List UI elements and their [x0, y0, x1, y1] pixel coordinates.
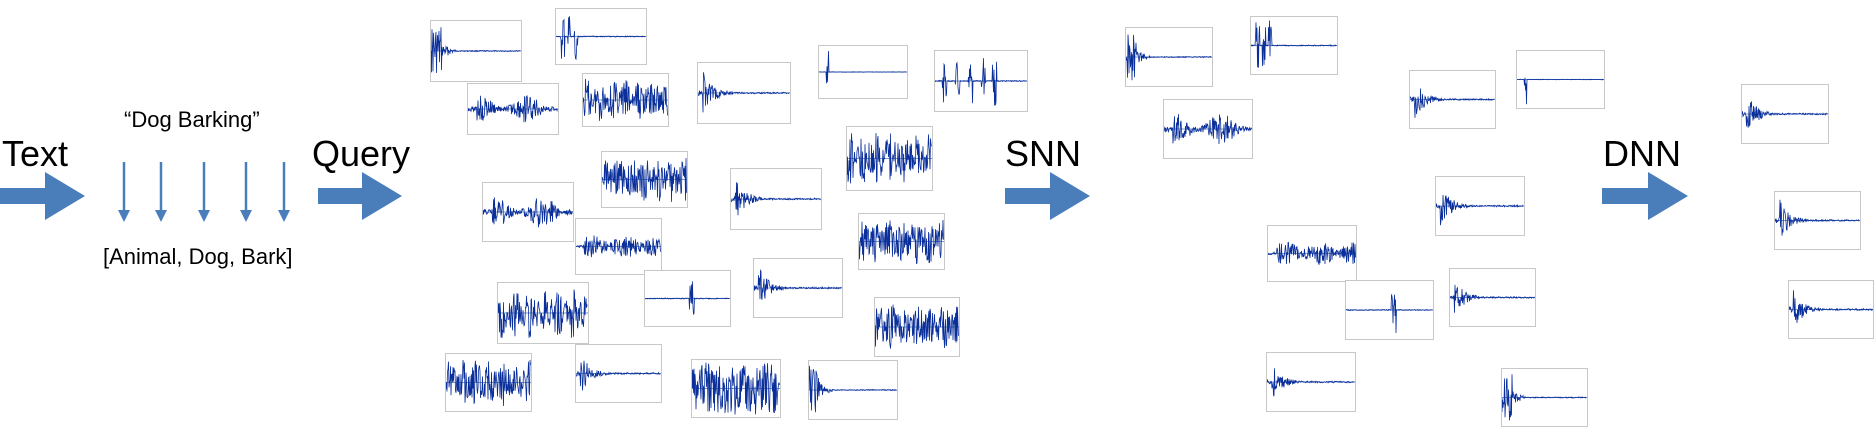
- down-arrow-icon: [118, 162, 130, 222]
- stage-label-snn: SNN: [1005, 133, 1082, 174]
- waveform-plot-icon: [1501, 368, 1588, 427]
- waveform-plot-icon: [874, 297, 960, 357]
- waveform-plot-icon: [846, 126, 933, 191]
- waveform-plot-icon: [697, 62, 791, 124]
- waveform-plot-icon: [467, 83, 559, 135]
- waveform-plot-icon: [1125, 27, 1213, 87]
- waveform-plot-icon: [482, 182, 574, 242]
- waveform-plot-icon: [730, 168, 822, 230]
- stage-label-text: Text: [2, 133, 69, 174]
- waveform-plot-icon: [575, 344, 662, 403]
- waveform-plot-icon: [1741, 84, 1829, 144]
- right-arrow-icon: [1005, 172, 1090, 220]
- waveform-plot-icon: [1163, 99, 1253, 159]
- waveform-plot-icon: [1250, 16, 1338, 75]
- waveform-plot-icon: [497, 282, 589, 344]
- waveform-plot-icon: [1266, 352, 1356, 412]
- waveform-plot-icon: [555, 8, 647, 65]
- waveform-plot-icon: [858, 213, 945, 270]
- waveform-plot-icon: [691, 359, 781, 418]
- waveform-plot-icon: [818, 45, 908, 99]
- waveform-plot-icon: [934, 50, 1028, 112]
- right-arrow-icon: [0, 172, 85, 220]
- down-arrow-icon: [278, 162, 290, 222]
- stage-label-dnn: DNN: [1603, 133, 1681, 174]
- waveform-plot-icon: [445, 353, 532, 412]
- waveform-plot-icon: [1774, 191, 1861, 250]
- waveform-plot-icon: [1788, 280, 1874, 339]
- waveform-plot-icon: [601, 151, 688, 208]
- stage-label-query: Query: [312, 133, 411, 174]
- waveform-plot-icon: [1435, 176, 1525, 236]
- down-arrow-icon: [155, 162, 167, 222]
- waveform-plot-icon: [1516, 50, 1605, 109]
- waveform-plot-icon: [582, 73, 669, 127]
- waveform-plot-icon: [1409, 70, 1496, 129]
- waveform-plot-icon: [1449, 268, 1536, 327]
- right-arrow-icon: [1602, 172, 1688, 220]
- waveform-plot-icon: [575, 218, 662, 275]
- waveform-plot-icon: [1345, 280, 1434, 340]
- waveform-plot-icon: [753, 258, 843, 318]
- waveform-plot-icon: [430, 20, 522, 82]
- waveform-plot-icon: [808, 360, 898, 420]
- token-list: [Animal, Dog, Bark]: [103, 244, 293, 269]
- down-arrow-icon: [240, 162, 252, 222]
- waveform-plot-icon: [644, 270, 731, 327]
- right-arrow-icon: [318, 172, 402, 220]
- down-arrow-icon: [198, 162, 210, 222]
- query-phrase: “Dog Barking”: [124, 107, 260, 132]
- waveform-plot-icon: [1267, 225, 1357, 282]
